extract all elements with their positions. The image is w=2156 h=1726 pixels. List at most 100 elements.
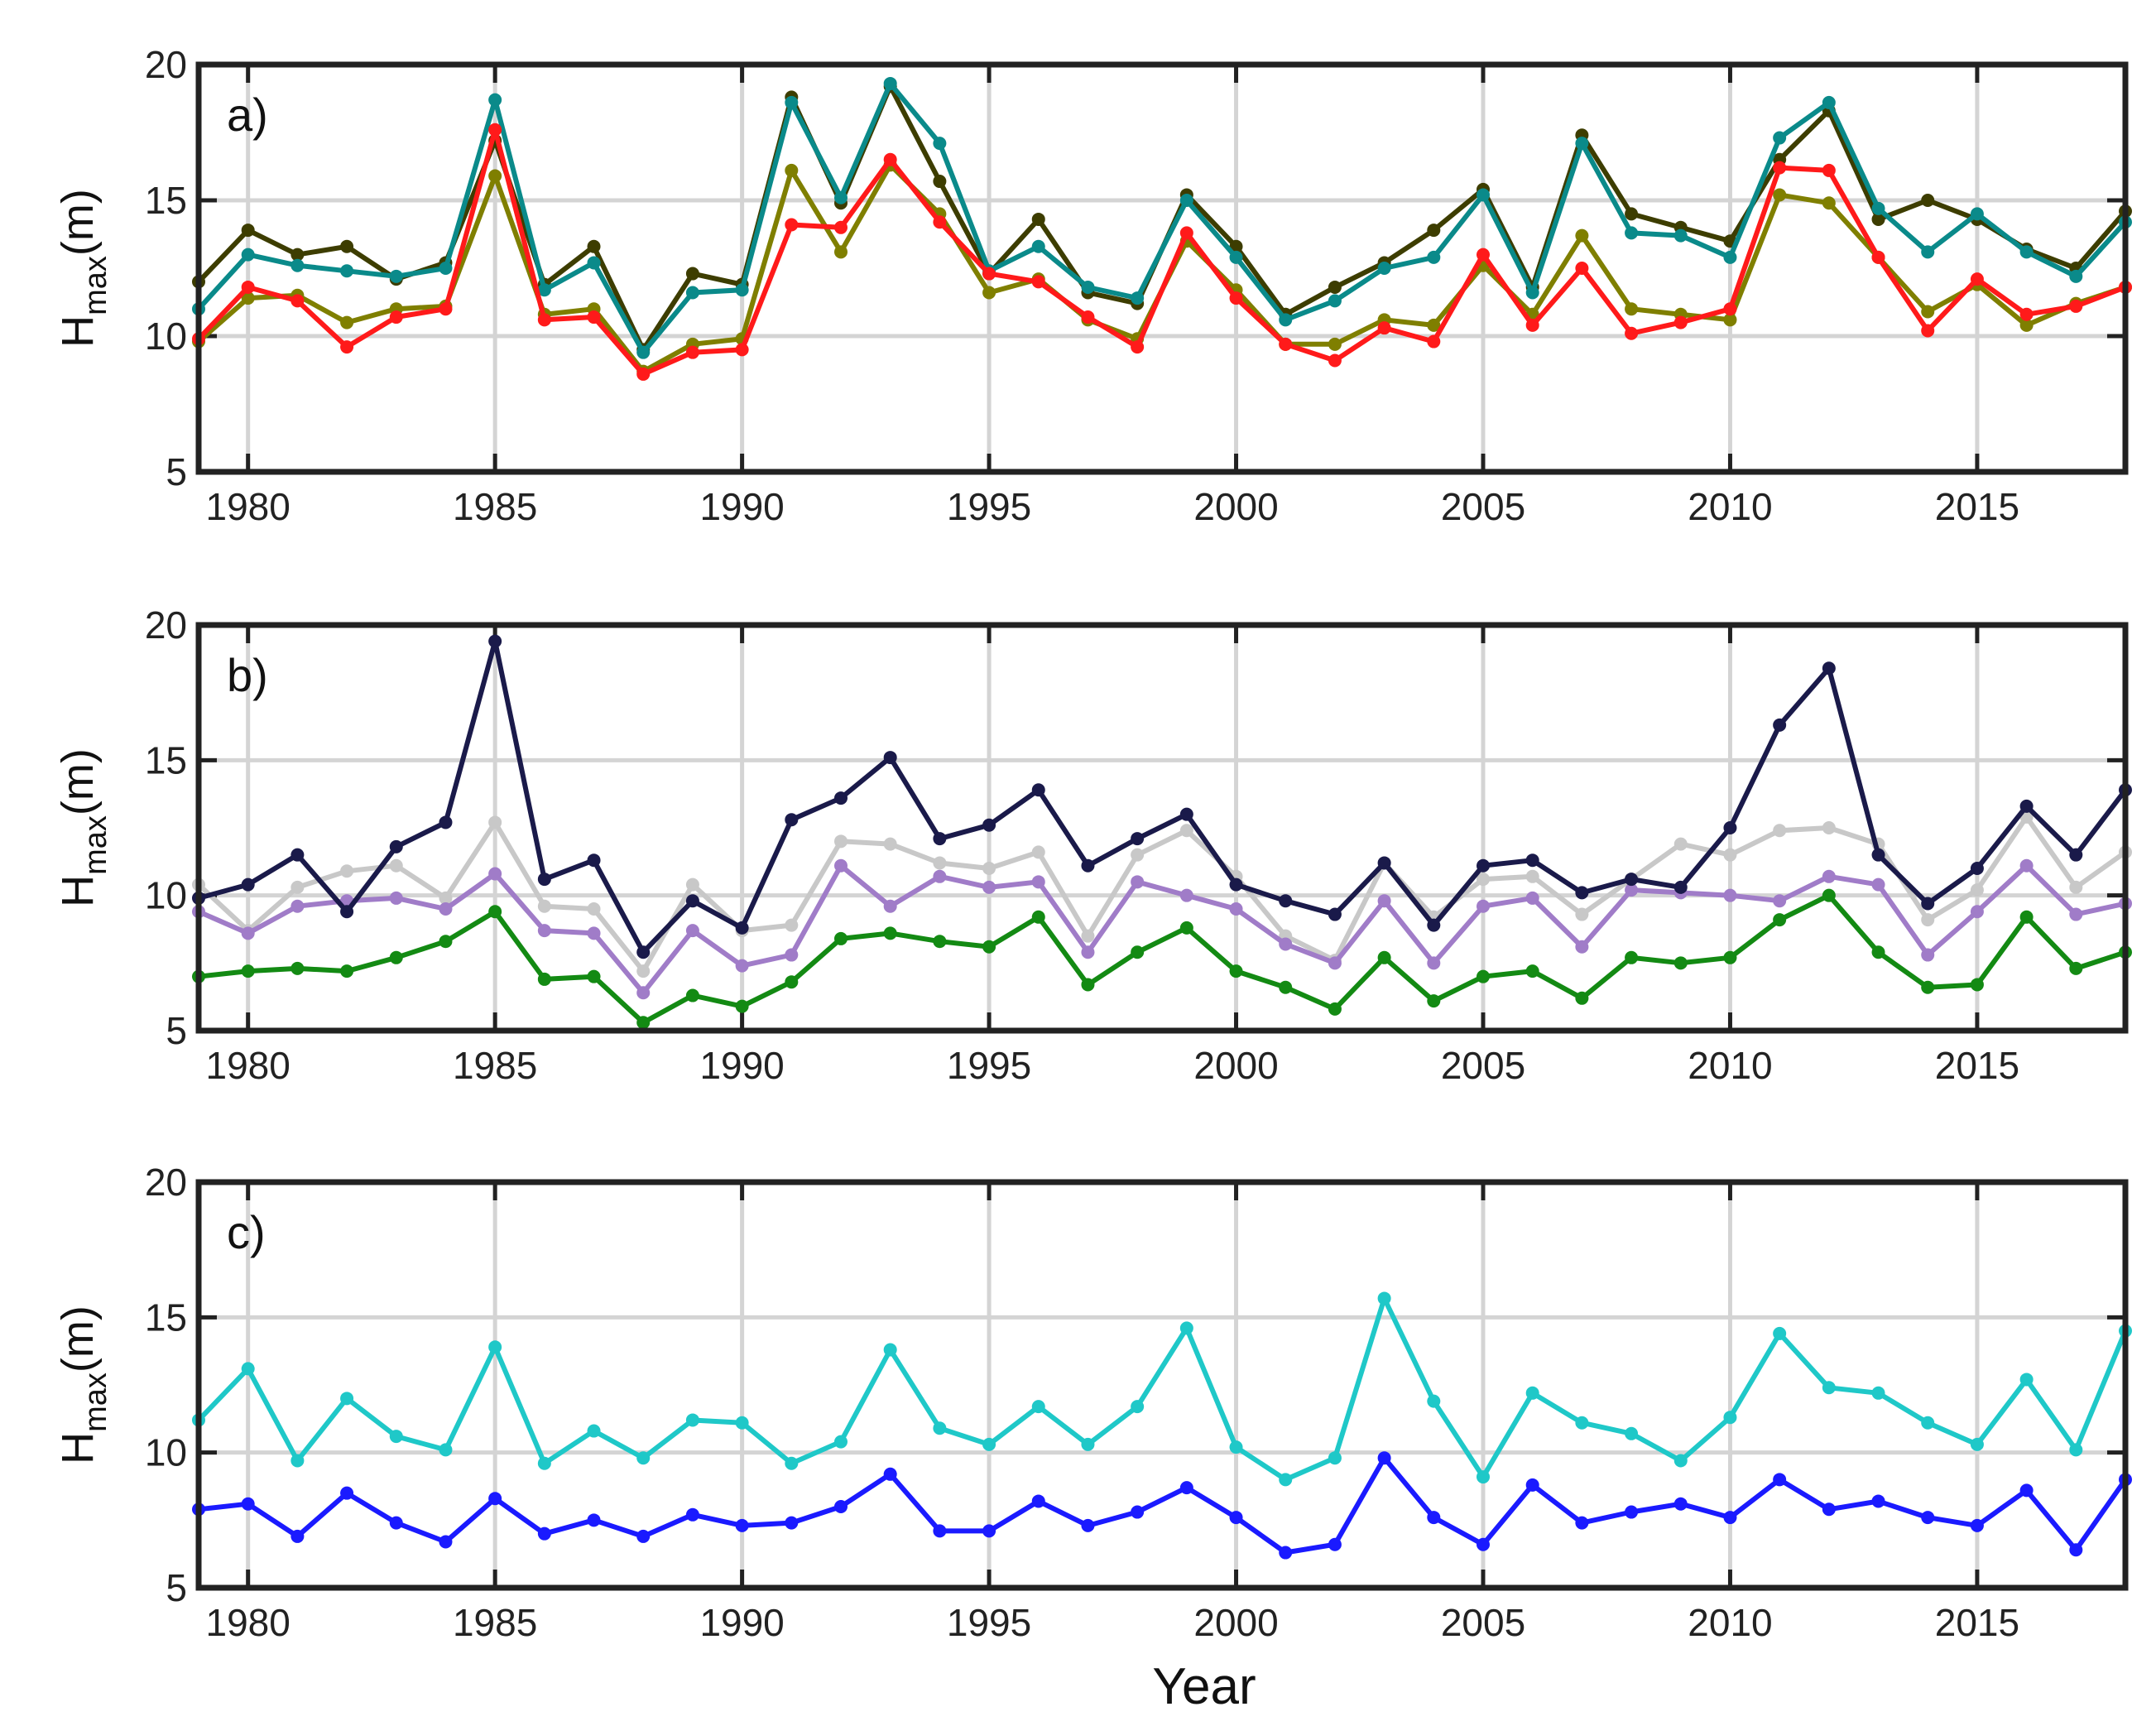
- data-point: [241, 964, 255, 978]
- data-point: [1625, 1426, 1639, 1440]
- y-tick-label: 20: [145, 1161, 187, 1204]
- data-point: [488, 93, 502, 107]
- data-point: [1525, 286, 1539, 300]
- data-point: [1723, 821, 1737, 834]
- data-point: [1031, 845, 1045, 859]
- data-point: [1625, 883, 1639, 897]
- data-point: [1921, 194, 1935, 207]
- data-point: [1477, 248, 1490, 262]
- data-point: [587, 902, 601, 916]
- x-tick-label: 2000: [1193, 1601, 1278, 1644]
- data-point: [685, 267, 699, 281]
- data-point: [685, 877, 699, 892]
- y-tick-label: 15: [145, 179, 187, 222]
- data-point: [1229, 291, 1243, 305]
- data-point: [1377, 1291, 1391, 1305]
- data-point: [1131, 1505, 1145, 1519]
- data-point: [241, 224, 255, 238]
- data-point: [1179, 807, 1193, 821]
- data-point: [1081, 310, 1095, 325]
- data-point: [636, 345, 651, 359]
- plot-frame: [195, 1179, 2129, 1591]
- data-point: [1477, 1470, 1490, 1484]
- data-point: [834, 791, 848, 805]
- x-tick-label: 2005: [1441, 1601, 1525, 1644]
- data-point: [834, 858, 848, 873]
- data-point: [1031, 910, 1045, 924]
- data-point: [636, 1451, 651, 1465]
- data-point: [1328, 337, 1342, 351]
- data-point: [1822, 95, 1836, 109]
- data-point: [685, 894, 699, 908]
- data-point: [636, 1529, 651, 1543]
- data-point: [1229, 902, 1243, 916]
- data-point: [587, 853, 601, 868]
- x-tick-label: 1985: [453, 1601, 537, 1644]
- data-point: [982, 286, 996, 300]
- data-point: [1427, 956, 1441, 970]
- data-point: [1921, 897, 1935, 911]
- data-point: [883, 152, 897, 166]
- data-point: [488, 169, 502, 183]
- data-point: [1179, 824, 1193, 838]
- data-point: [389, 891, 403, 905]
- data-point: [636, 1016, 651, 1030]
- data-point: [2019, 910, 2034, 924]
- y-axis-label: Hmax(m): [53, 189, 113, 348]
- data-point: [883, 1467, 897, 1481]
- data-point: [1575, 886, 1589, 900]
- data-point: [1477, 969, 1490, 983]
- data-point: [1822, 163, 1836, 177]
- data-point: [933, 137, 947, 151]
- data-point: [587, 969, 601, 983]
- data-point: [1723, 302, 1737, 316]
- data-point: [1081, 945, 1095, 959]
- data-point: [1377, 321, 1391, 335]
- y-tick-label: 20: [145, 603, 187, 647]
- data-point: [587, 256, 601, 270]
- data-point: [439, 935, 453, 949]
- plot-frame: [195, 61, 2129, 475]
- panel-b: 1980 1985 1990 1995 2000 2005 2010 2015 5 10 15 20 b…: [53, 603, 2132, 1087]
- x-tick-label: 1985: [453, 1044, 537, 1087]
- data-point: [1773, 188, 1787, 202]
- x-tick-label: 1995: [947, 1601, 1031, 1644]
- x-tick-label: 1995: [947, 485, 1031, 528]
- data-point: [1723, 313, 1737, 327]
- x-tick-label: 2005: [1441, 1044, 1525, 1087]
- data-point: [1625, 302, 1639, 316]
- data-point: [587, 239, 601, 253]
- data-point: [537, 1456, 551, 1470]
- series-line-2: [198, 1455, 2128, 1555]
- data-point: [291, 248, 305, 262]
- data-point: [1081, 280, 1095, 294]
- data-point: [291, 294, 305, 308]
- data-point: [1871, 1386, 1885, 1400]
- data-point: [785, 218, 799, 232]
- data-point: [1031, 275, 1045, 289]
- y-tick-label: 10: [145, 874, 187, 917]
- x-tick-label: 1980: [206, 485, 291, 528]
- data-point: [1525, 1386, 1539, 1400]
- data-point: [1131, 1400, 1145, 1414]
- data-point: [1921, 913, 1935, 927]
- data-point: [982, 267, 996, 281]
- x-axis-label: Year: [1152, 1658, 1256, 1715]
- data-point: [735, 283, 749, 297]
- data-point: [2019, 1483, 2034, 1498]
- data-point: [1970, 905, 1984, 919]
- data-point: [340, 340, 354, 354]
- data-point: [1773, 161, 1787, 175]
- x-tick-label: 1990: [699, 1601, 784, 1644]
- data-point: [1673, 956, 1688, 970]
- data-point: [883, 926, 897, 940]
- data-point: [1377, 262, 1391, 275]
- data-point: [1525, 1478, 1539, 1492]
- data-point: [1525, 891, 1539, 905]
- panel-label: c): [227, 1206, 266, 1258]
- data-point: [241, 248, 255, 262]
- data-point: [241, 926, 255, 940]
- data-point: [1575, 262, 1589, 275]
- data-point: [785, 975, 799, 989]
- data-point: [488, 905, 502, 919]
